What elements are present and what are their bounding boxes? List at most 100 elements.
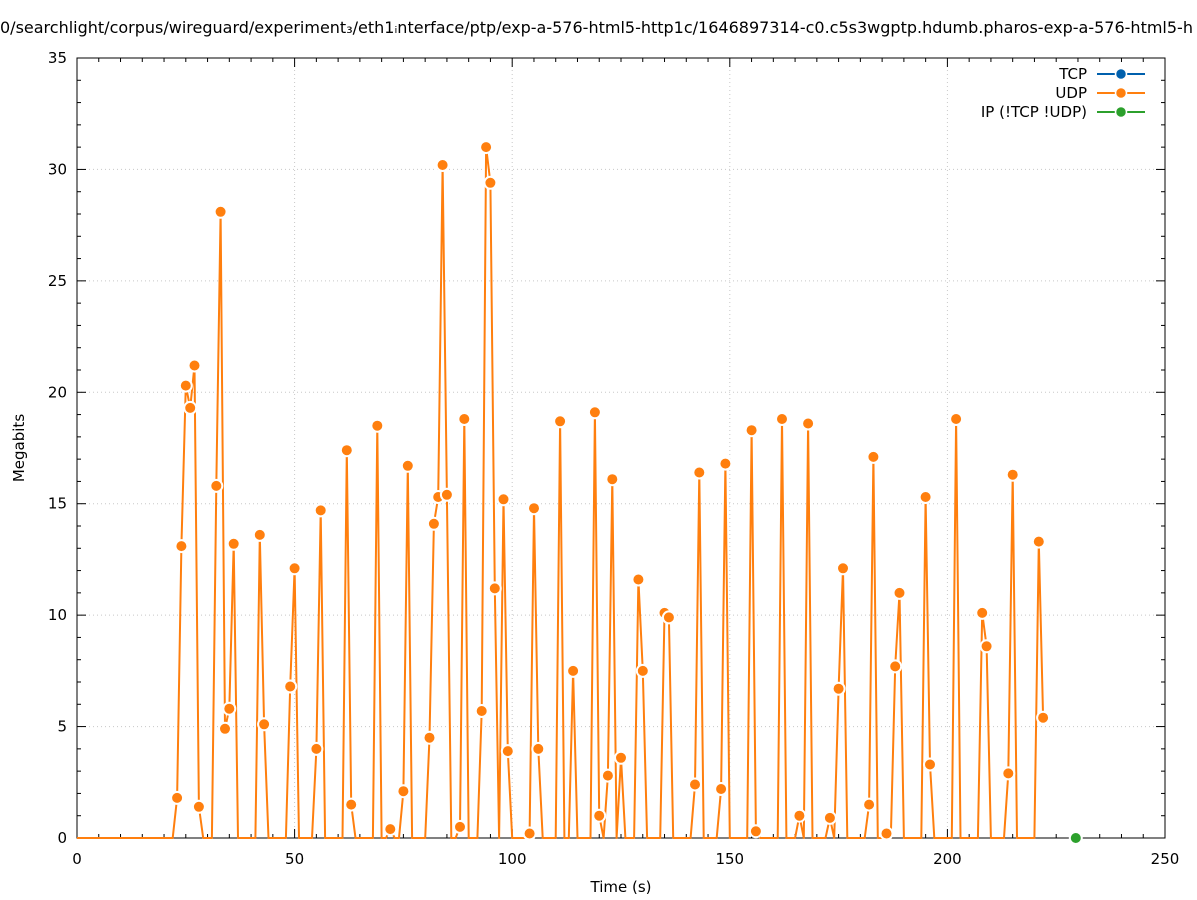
data-point <box>718 456 733 471</box>
data-point <box>918 490 933 504</box>
data-point <box>191 799 206 814</box>
data-point <box>183 400 198 415</box>
data-point <box>483 175 498 190</box>
data-point <box>500 744 515 759</box>
data-point <box>831 681 846 696</box>
series-points <box>170 140 1083 845</box>
data-point <box>692 465 707 480</box>
x-tick-label: 100 <box>498 850 527 868</box>
legend-marker <box>1114 105 1128 119</box>
data-point <box>975 605 990 620</box>
data-point <box>949 412 964 426</box>
y-tick-label: 15 <box>48 495 67 513</box>
data-point <box>801 416 816 431</box>
data-point <box>888 659 903 674</box>
data-point <box>496 492 511 507</box>
data-point <box>822 810 837 825</box>
data-point <box>313 503 328 518</box>
data-point <box>748 824 763 839</box>
data-point <box>287 561 302 576</box>
data-point <box>866 449 881 464</box>
data-point <box>527 501 541 516</box>
data-point <box>178 378 193 393</box>
data-point <box>836 561 850 576</box>
data-point <box>339 443 354 458</box>
legend-marker <box>1114 67 1128 81</box>
data-point <box>566 663 581 678</box>
data-point <box>209 478 224 493</box>
y-tick-label: 30 <box>48 160 67 178</box>
data-point <box>1005 467 1020 482</box>
data-point <box>714 782 729 796</box>
data-point <box>792 808 807 823</box>
data-point <box>592 808 607 823</box>
data-point <box>587 405 602 420</box>
legend-label: IP (!TCP !UDP) <box>981 103 1087 121</box>
data-point <box>1001 766 1016 781</box>
data-point <box>553 414 568 429</box>
data-point <box>862 797 877 812</box>
data-point <box>775 412 789 426</box>
data-point <box>892 585 907 600</box>
data-point <box>426 516 441 531</box>
y-tick-label: 10 <box>48 606 67 624</box>
y-tick-label: 20 <box>48 383 67 401</box>
chart-title: 0/searchlight/corpus/wireguard/experimen… <box>0 18 1193 37</box>
x-tick-label: 0 <box>72 850 82 868</box>
y-tick-label: 35 <box>48 49 67 67</box>
data-point <box>1068 831 1083 845</box>
data-point <box>453 819 467 834</box>
grid-lines <box>77 58 1165 838</box>
plot-area-frame <box>76 57 1166 839</box>
data-point <box>309 741 324 756</box>
x-tick-label: 50 <box>285 850 304 868</box>
data-point <box>631 572 646 587</box>
data-point <box>174 539 189 554</box>
data-point <box>1031 534 1046 549</box>
legend-marker <box>1114 86 1128 100</box>
x-tick-label: 200 <box>933 850 962 868</box>
data-point <box>457 412 472 426</box>
data-point <box>187 358 202 373</box>
data-point <box>600 768 615 783</box>
data-point <box>614 750 628 765</box>
data-point <box>439 487 454 502</box>
data-point <box>213 204 228 219</box>
data-point <box>218 721 232 736</box>
x-tick-label: 250 <box>1151 850 1180 868</box>
data-point <box>635 663 650 678</box>
data-point <box>170 790 185 805</box>
data-point <box>744 423 759 438</box>
legend-label: TCP <box>1058 65 1087 83</box>
data-point <box>979 639 994 654</box>
legend-label: UDP <box>1055 84 1087 102</box>
y-tick-label: 0 <box>57 829 67 847</box>
data-point <box>487 581 502 596</box>
y-tick-label: 5 <box>57 718 67 736</box>
y-tick-label: 25 <box>48 272 67 290</box>
data-point <box>474 704 489 718</box>
data-point <box>522 826 537 841</box>
data-point <box>1036 710 1051 725</box>
data-point <box>257 717 272 732</box>
data-point <box>661 610 676 625</box>
data-point <box>435 158 450 172</box>
data-point <box>252 527 267 542</box>
data-point <box>879 826 894 841</box>
data-point <box>283 679 298 694</box>
x-axis-title: Time (s) <box>590 878 652 896</box>
data-point <box>479 140 494 155</box>
data-point <box>605 472 620 487</box>
data-point <box>226 536 241 551</box>
data-point <box>222 701 237 716</box>
y-axis-title: Megabits <box>10 414 28 482</box>
data-point <box>531 741 546 756</box>
data-point <box>370 418 385 433</box>
data-point <box>396 784 411 799</box>
x-tick-label: 150 <box>715 850 744 868</box>
data-point <box>923 757 937 772</box>
data-point <box>688 777 702 792</box>
data-point <box>400 458 415 473</box>
